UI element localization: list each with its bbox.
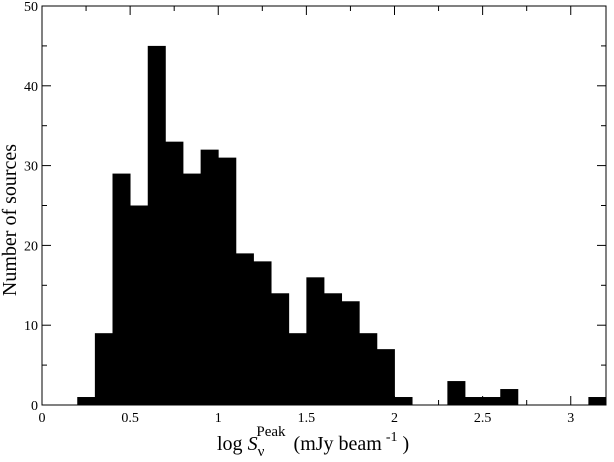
histogram-bar (200, 149, 219, 405)
x-tick-label: 2.5 (474, 411, 492, 426)
histogram-bar (235, 253, 254, 405)
histogram-bar (306, 277, 325, 405)
x-tick-label: 1 (215, 411, 222, 426)
histogram-bar (324, 293, 343, 405)
x-tick-label: 2 (391, 411, 398, 426)
histogram-bar (253, 261, 272, 405)
x-tick-labels: 0 0.5 1 1.5 2 2.5 3 (39, 411, 575, 426)
y-tick-label: 50 (24, 0, 38, 15)
x-tick-label: 3 (567, 411, 574, 426)
histogram-bar (447, 381, 466, 405)
histogram-bar (271, 293, 290, 405)
histogram-bar (183, 173, 202, 405)
x-label-superscript: Peak (256, 424, 286, 440)
histogram-bar (94, 333, 113, 405)
y-tick-label: 30 (24, 160, 38, 175)
histogram-bars (77, 45, 607, 406)
x-label-units-suffix: ) (398, 433, 410, 455)
x-tick-label: 0 (39, 411, 46, 426)
histogram-bar (588, 397, 607, 405)
y-tick-label: 20 (24, 239, 38, 254)
x-tick-label: 0.5 (121, 411, 139, 426)
x-label-subscript: ν (258, 444, 265, 460)
histogram-bar (218, 157, 237, 405)
x-label-units-exponent: -1 (386, 430, 398, 445)
histogram-bar (465, 397, 484, 405)
x-label-prefix: log (217, 433, 248, 455)
y-tick-label: 40 (24, 80, 38, 95)
histogram-bar (376, 349, 395, 405)
histogram-bar (500, 389, 519, 405)
histogram-bar (130, 205, 149, 405)
histogram-bar (288, 333, 307, 405)
x-axis-label: log Sν Peak (mJy beam -1 ) (217, 424, 409, 460)
histogram-bar (394, 397, 413, 405)
y-tick-label: 0 (31, 399, 38, 414)
y-tick-labels: 0 10 20 30 40 50 (24, 0, 38, 414)
histogram-bar (482, 397, 501, 405)
histogram-bar (165, 141, 184, 405)
plot-frame (41, 5, 607, 406)
y-axis-label: Number of sources (0, 144, 21, 296)
histogram-bar (112, 173, 131, 405)
x-label-symbol: S (248, 433, 258, 455)
x-label-units: (mJy beam (294, 433, 383, 455)
histogram-bar (341, 301, 360, 405)
histogram-bar (147, 45, 166, 406)
x-tick-label: 1.5 (298, 411, 316, 426)
y-tick-label: 10 (24, 319, 38, 334)
histogram-bar (359, 333, 378, 405)
